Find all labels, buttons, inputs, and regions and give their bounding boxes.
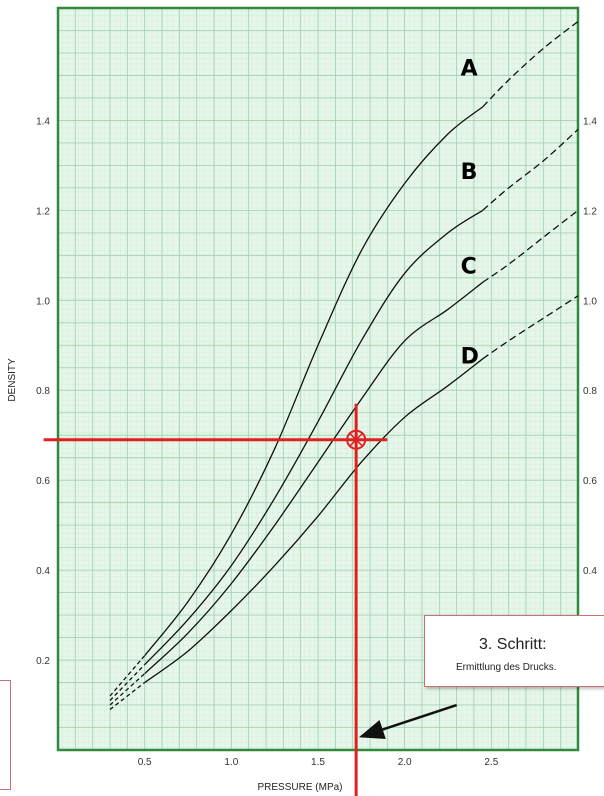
y-tick-label-right: 0.4 xyxy=(583,566,597,577)
step-callout: 3. Schritt: Ermittlung des Drucks. xyxy=(424,615,604,687)
y-tick-label-right: 0.6 xyxy=(583,476,597,487)
curve-d-extrapolated xyxy=(482,295,579,360)
curve-a-extrapolated xyxy=(482,20,579,108)
pointer-arrow xyxy=(358,703,458,739)
curve-labels: A B C D xyxy=(461,56,479,369)
curve-b-solid xyxy=(144,209,484,666)
x-tick-label: 2.0 xyxy=(398,757,412,768)
curve-label-a: A xyxy=(461,56,478,81)
callout-title: 3. Schritt: xyxy=(479,636,547,653)
callout-text: Ermittlung des Drucks. xyxy=(456,662,557,673)
frame-border xyxy=(56,6,580,752)
curve-d-solid xyxy=(144,358,484,684)
tick-labels: 0.5 1.0 1.5 2.0 2.5 0.2 0.4 0.6 0.8 1.0 1.2 1.4 0.4 0… xyxy=(36,116,597,768)
y-tick-label-right: 0.8 xyxy=(583,386,597,397)
curve-c-extrapolated xyxy=(482,209,579,283)
y-tick-label-left: 0.4 xyxy=(36,566,50,577)
curve-d-start-dashed xyxy=(109,681,146,711)
density-curves xyxy=(109,20,579,711)
y-axis-title: DENSITY xyxy=(7,358,18,402)
y-tick-label-right: 1.0 xyxy=(583,296,597,307)
y-tick-label-left: 1.4 xyxy=(36,116,50,127)
y-tick-label-left: 1.2 xyxy=(36,206,50,217)
curve-a-solid xyxy=(144,106,484,657)
y-tick-label-right: 1.4 xyxy=(583,116,597,127)
intersection-cross xyxy=(348,432,364,448)
curve-a-start-dashed xyxy=(109,655,146,697)
x-tick-label: 2.5 xyxy=(484,757,498,768)
x-tick-label: 0.5 xyxy=(138,757,152,768)
curve-c-start-dashed xyxy=(109,673,146,706)
curve-label-d: D xyxy=(461,344,479,369)
curve-c-solid xyxy=(144,281,484,675)
y-tick-label-left: 0.8 xyxy=(36,386,50,397)
y-tick-label-left: 0.2 xyxy=(36,656,50,667)
left-edge-box xyxy=(0,680,11,790)
y-tick-label-left: 1.0 xyxy=(36,296,50,307)
x-axis-title: PRESSURE (MPa) xyxy=(257,782,342,793)
y-tick-label-left: 0.6 xyxy=(36,476,50,487)
x-tick-label: 1.5 xyxy=(311,757,325,768)
curve-label-b: B xyxy=(461,160,478,185)
plot-frame xyxy=(56,6,580,752)
curve-b-extrapolated xyxy=(482,128,579,211)
curve-label-c: C xyxy=(461,254,477,279)
intersection-marker xyxy=(346,429,367,450)
x-tick-label: 1.0 xyxy=(224,757,238,768)
reading-annotation xyxy=(43,403,458,796)
curve-b-start-dashed xyxy=(109,664,146,701)
y-tick-label-right: 1.2 xyxy=(583,206,597,217)
